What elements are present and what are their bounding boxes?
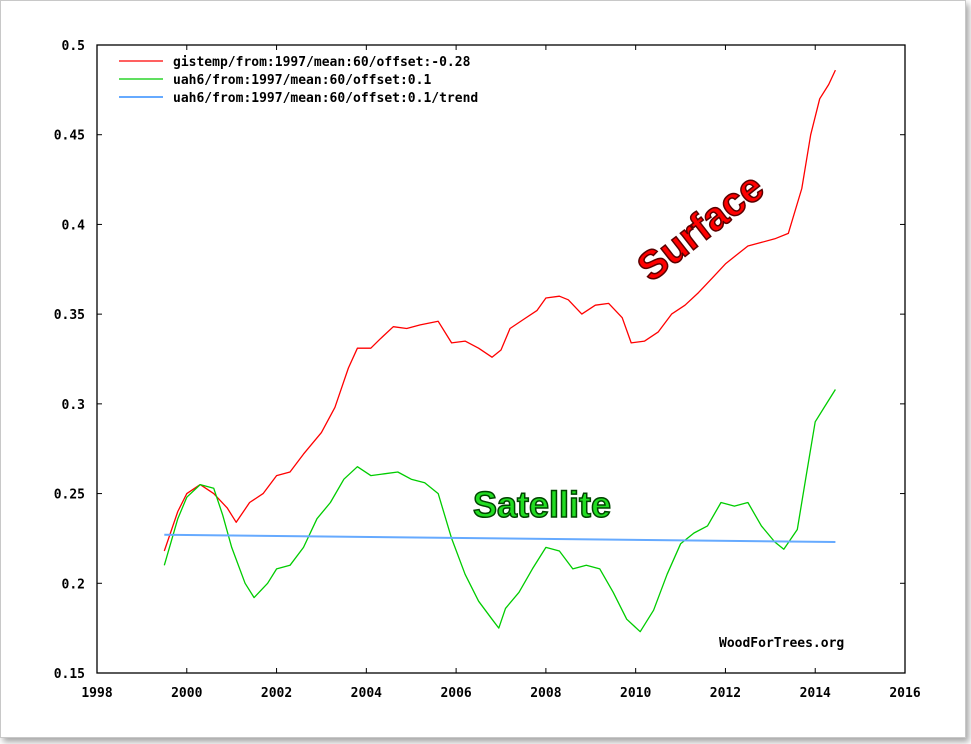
annotation-satellite: Satellite — [473, 484, 611, 525]
y-tick-label: 0.3 — [62, 398, 85, 413]
legend-label-1: gistemp/from:1997/mean:60/offset:-0.28 — [173, 55, 471, 70]
y-tick-label: 0.2 — [62, 577, 85, 592]
x-tick-label: 2014 — [800, 686, 831, 701]
chart-axes — [96, 44, 906, 674]
chart-ticks: 1998 2000 2002 2004 2006 2008 2010 2012 2014 2016… — [54, 39, 921, 701]
series-line-1 — [163, 69, 836, 552]
x-tick-label: 1998 — [81, 686, 112, 701]
x-tick-label: 2002 — [261, 686, 292, 701]
legend-label-3: uah6/from:1997/mean:60/offset:0.1/trend — [173, 91, 478, 106]
x-tick-label: 2012 — [710, 686, 741, 701]
x-tick-label: 2000 — [171, 686, 202, 701]
y-tick-label: 0.45 — [54, 129, 85, 144]
y-tick-label: 0.4 — [62, 218, 86, 233]
plot-border — [96, 44, 906, 674]
x-tick-label: 2004 — [351, 686, 382, 701]
series-line-2 — [163, 389, 836, 633]
y-tick-label: 0.35 — [54, 308, 85, 323]
x-tick-label: 2016 — [889, 686, 920, 701]
chart-lines — [163, 69, 836, 633]
x-tick-label: 2008 — [530, 686, 561, 701]
series-line-3 — [164, 533, 836, 543]
y-tick-label: 0.25 — [54, 488, 85, 503]
x-tick-label: 2010 — [620, 686, 651, 701]
y-tick-label: 0.5 — [62, 39, 85, 54]
x-tick-label: 2006 — [440, 686, 471, 701]
annotation-surface: Surface — [629, 165, 772, 290]
chart-legend: gistemp/from:1997/mean:60/offset:-0.28 ua… — [119, 55, 478, 106]
legend-label-2: uah6/from:1997/mean:60/offset:0.1 — [173, 73, 431, 88]
y-tick-label: 0.15 — [54, 667, 85, 682]
credit-label: WoodForTrees.org — [719, 636, 844, 651]
